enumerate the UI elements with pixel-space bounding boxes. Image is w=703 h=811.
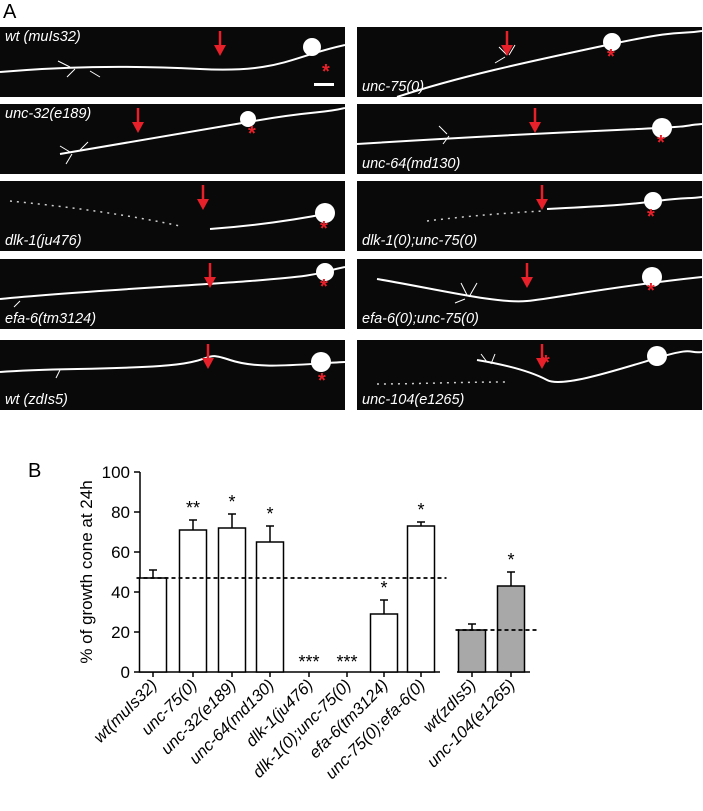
cell-body-asterisk: * [320, 276, 328, 298]
bar [406, 525, 436, 673]
scale-bar [314, 83, 334, 86]
bar [255, 541, 285, 673]
genotype-label: unc-64(md130) [362, 156, 461, 172]
significance-marker: *** [336, 652, 357, 672]
neuron-image [0, 352, 345, 379]
cell-body-asterisk: * [320, 218, 328, 240]
red-arrow-icon [501, 31, 513, 56]
significance-marker: * [228, 492, 235, 512]
genotype-label: dlk-1(0);unc-75(0) [362, 233, 478, 249]
panel-a-letter: A [3, 1, 17, 23]
neuron-image [0, 263, 345, 308]
micrograph-panel: unc-64(md130) * [357, 104, 702, 174]
genotype-label: efa-6(0);unc-75(0) [362, 311, 479, 327]
cell-body-asterisk: * [542, 352, 550, 374]
genotype-label: unc-104(e1265) [362, 392, 465, 408]
neuron-image [9, 200, 335, 230]
bar [178, 529, 208, 673]
genotype-label: wt (zdIs5) [5, 392, 68, 408]
bar [217, 527, 247, 673]
cell-body-asterisk: * [607, 46, 615, 68]
genotype-label: unc-75(0) [362, 79, 425, 95]
panel-b-letter: B [28, 460, 42, 482]
red-arrow-icon [197, 185, 209, 210]
cell-body-asterisk: * [657, 132, 665, 154]
y-axis-title: % of growth cone at 24h [77, 480, 96, 663]
y-tick-label: 20 [111, 623, 130, 642]
bar [496, 585, 526, 673]
neuron-image [396, 30, 702, 97]
micrograph-panel: unc-75(0) * [357, 27, 702, 97]
micrograph-panel: dlk-1(ju476) * [0, 181, 345, 251]
cell-body-asterisk: * [647, 206, 655, 228]
genotype-label: wt (muIs32) [5, 29, 81, 45]
micrograph-panel: efa-6(0);unc-75(0) * [357, 259, 702, 329]
significance-marker: ** [186, 498, 200, 518]
neuron-image [357, 118, 702, 145]
y-tick-label: 60 [111, 543, 130, 562]
red-arrow-icon [521, 263, 533, 288]
y-tick-label: 80 [111, 503, 130, 522]
significance-marker: * [380, 578, 387, 598]
bar [138, 577, 168, 673]
y-tick-label: 40 [111, 583, 130, 602]
significance-marker: *** [298, 652, 319, 672]
micrograph-panel: wt (zdIs5) * [0, 340, 345, 410]
significance-marker: * [266, 504, 273, 524]
genotype-label: unc-32(e189) [5, 106, 92, 122]
micrograph-panel: unc-32(e189) * [0, 104, 345, 174]
neuron-image [376, 346, 702, 385]
cell-body-asterisk: * [647, 280, 655, 302]
micrograph-panel: wt (muIs32) * [0, 27, 345, 97]
neuron-image [59, 107, 345, 165]
significance-marker: * [507, 550, 514, 570]
micrograph-panel: unc-104(e1265) * [357, 340, 702, 410]
red-arrow-icon [529, 108, 541, 133]
genotype-label: dlk-1(ju476) [5, 233, 82, 249]
y-tick-label: 100 [102, 463, 130, 482]
red-arrow-icon [536, 185, 548, 210]
neuron-image [0, 38, 345, 78]
bar [369, 613, 399, 673]
red-arrow-icon [204, 263, 216, 288]
red-arrow-icon [214, 31, 226, 56]
bar [457, 629, 487, 673]
cell-body-asterisk: * [318, 370, 326, 392]
red-arrow-icon [202, 344, 214, 369]
micrograph-panel: dlk-1(0);unc-75(0) * [357, 181, 702, 251]
red-arrow-icon [132, 108, 144, 133]
red-arrow-icon [536, 344, 548, 369]
neuron-image [426, 192, 702, 222]
y-tick-label: 0 [121, 663, 130, 682]
cell-body-asterisk: * [322, 61, 330, 83]
neuron-image [376, 267, 702, 304]
cell-body-asterisk: * [248, 123, 256, 145]
significance-marker: * [417, 500, 424, 520]
genotype-label: efa-6(tm3124) [5, 311, 97, 327]
micrograph-panel: efa-6(tm3124) * [0, 259, 345, 329]
